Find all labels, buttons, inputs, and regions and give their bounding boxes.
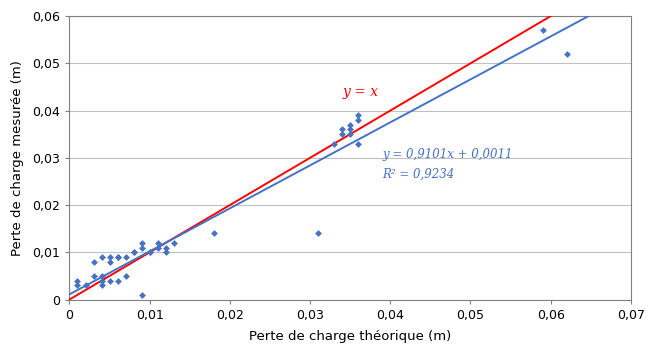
Point xyxy=(161,250,171,255)
Text: y = 0,9101x + 0,0011: y = 0,9101x + 0,0011 xyxy=(382,148,513,161)
Point xyxy=(152,240,163,246)
Point xyxy=(89,273,99,279)
Point xyxy=(353,113,363,118)
Point xyxy=(129,250,139,255)
Point xyxy=(89,259,99,264)
Point xyxy=(120,273,131,279)
Point xyxy=(112,254,123,260)
Point xyxy=(96,254,107,260)
Point xyxy=(313,230,323,236)
Point xyxy=(345,131,356,137)
Point xyxy=(562,51,572,57)
Point xyxy=(353,117,363,123)
Point xyxy=(96,278,107,284)
Point xyxy=(144,250,155,255)
Point xyxy=(96,273,107,279)
Point xyxy=(136,245,147,250)
Point xyxy=(337,131,348,137)
Y-axis label: Perte de charge mesurée (m): Perte de charge mesurée (m) xyxy=(11,60,24,256)
Point xyxy=(161,245,171,250)
Point xyxy=(353,141,363,147)
Point xyxy=(136,292,147,298)
Text: R² = 0,9234: R² = 0,9234 xyxy=(382,167,455,180)
Point xyxy=(129,250,139,255)
Point xyxy=(537,28,548,33)
Point xyxy=(152,245,163,250)
X-axis label: Perte de charge théorique (m): Perte de charge théorique (m) xyxy=(249,330,451,343)
Point xyxy=(104,259,115,264)
Point xyxy=(337,127,348,132)
Point xyxy=(96,282,107,288)
Point xyxy=(112,278,123,284)
Point xyxy=(104,278,115,284)
Point xyxy=(120,254,131,260)
Point xyxy=(72,282,83,288)
Point xyxy=(144,250,155,255)
Point xyxy=(80,282,91,288)
Point xyxy=(209,230,219,236)
Point xyxy=(104,254,115,260)
Point xyxy=(72,278,83,284)
Point xyxy=(345,127,356,132)
Text: y = x: y = x xyxy=(342,85,379,99)
Point xyxy=(136,240,147,246)
Point xyxy=(345,122,356,127)
Point xyxy=(112,254,123,260)
Point xyxy=(169,240,179,246)
Point xyxy=(329,141,339,147)
